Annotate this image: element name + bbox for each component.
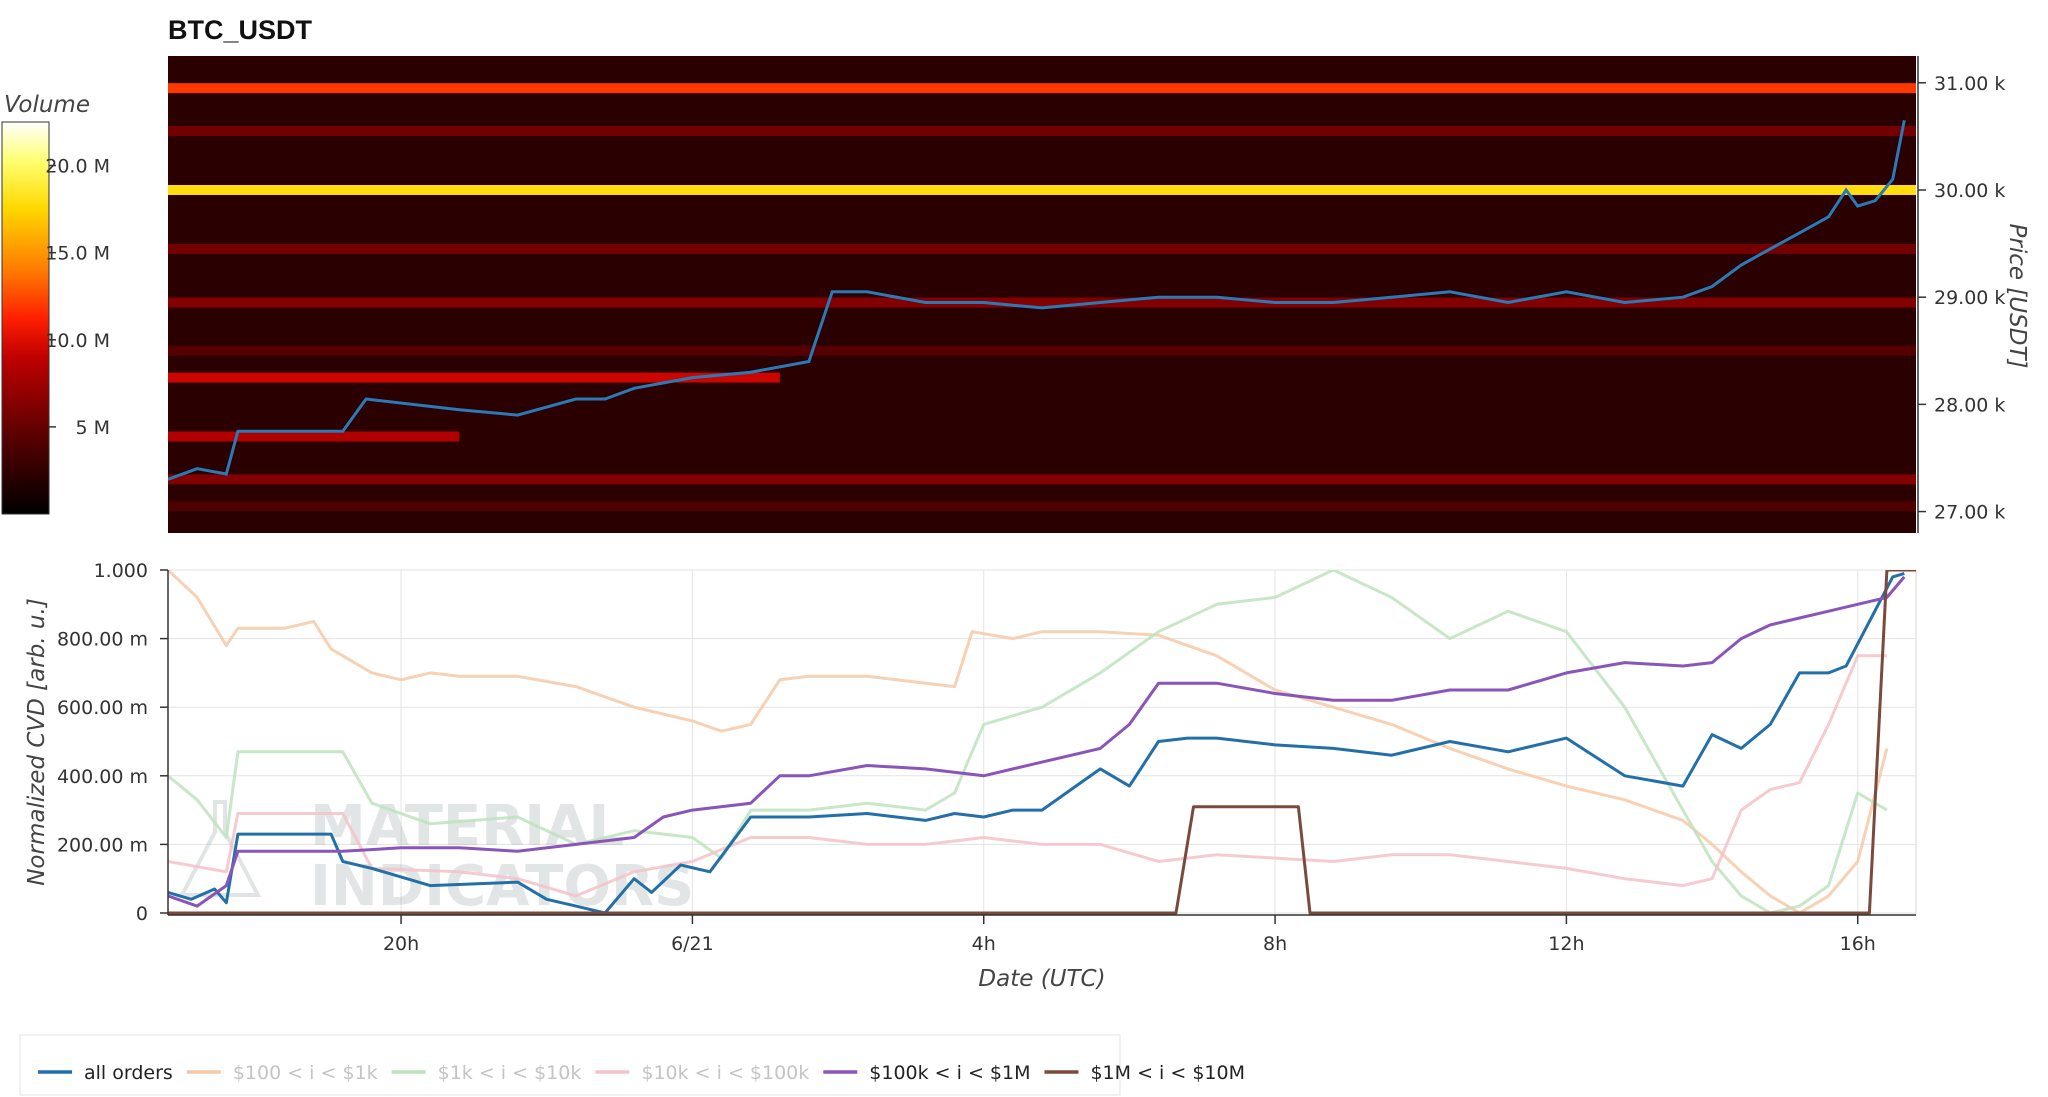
legend-items[interactable]: all orders $100 < i < $1k $1k < i < $10k $1… — [38, 1062, 1245, 1084]
legend-label[interactable]: $100k < i < $1M — [869, 1062, 1030, 1084]
y-tick-label: 600.00 m — [57, 697, 148, 719]
cvd-x-axis-label: Date (UTC) — [978, 966, 1105, 992]
legend-label[interactable]: $100 < i < $1k — [233, 1062, 378, 1084]
cvd-x-ticks: 20h 6/21 4h 8h 12h 16h — [383, 915, 1876, 955]
colorbar-title: Volume — [4, 92, 90, 118]
cvd-series — [168, 570, 1916, 915]
colorbar-tick-label: 15.0 M — [45, 243, 110, 265]
price-tick-label: 28.00 k — [1934, 394, 2005, 416]
series-line — [168, 570, 1889, 915]
heat-band — [168, 431, 460, 442]
heat-band — [168, 501, 1916, 512]
x-tick-label: 8h — [1263, 933, 1287, 955]
y-tick-label: 200.00 m — [57, 834, 148, 856]
price-tick-label: 30.00 k — [1934, 180, 2005, 202]
heat-band — [168, 243, 1916, 254]
y-tick-label: 400.00 m — [57, 766, 148, 788]
legend-label[interactable]: all orders — [84, 1062, 173, 1084]
heat-band — [168, 184, 1916, 195]
heat-band — [168, 474, 1916, 485]
cvd-y-axis-label: Normalized CVD [arb. u.] — [24, 598, 50, 886]
price-tick-label: 29.00 k — [1934, 287, 2005, 309]
heatmap-bands — [168, 83, 1916, 512]
price-line — [168, 120, 1906, 481]
heat-band — [168, 372, 780, 383]
colorbar-ticks: 5 M 10.0 M 15.0 M 20.0 M — [45, 156, 110, 439]
legend[interactable] — [19, 1034, 1121, 1096]
heatmap-title: BTC_USDT — [168, 15, 313, 45]
price-axis-ticks: 27.00 k 28.00 k 29.00 k 30.00 k 31.00 k — [1918, 73, 2005, 524]
y-tick-label: 0 — [136, 903, 148, 925]
flask-logo-icon — [178, 800, 262, 897]
legend-label[interactable]: $10k < i < $100k — [641, 1062, 809, 1084]
colorbar-tick-label: 5 M — [75, 417, 110, 439]
heat-band — [168, 297, 1916, 308]
price-axis-label: Price [USDT] — [2004, 224, 2030, 369]
legend-label[interactable]: $1k < i < $10k — [438, 1062, 582, 1084]
heat-band — [168, 126, 1916, 137]
price-tick-label: 31.00 k — [1934, 73, 2005, 95]
x-tick-label: 12h — [1548, 933, 1584, 955]
series-line — [168, 570, 1888, 915]
y-tick-label: 800.00 m — [57, 629, 148, 651]
y-tick-label: 1.000 — [94, 560, 148, 582]
x-tick-label: 20h — [383, 933, 419, 955]
watermark-line2: INDICATORS — [310, 854, 694, 919]
heat-band — [168, 345, 1916, 356]
colorbar-tick-label: 10.0 M — [45, 330, 110, 352]
colorbar-tick-label: 20.0 M — [45, 156, 110, 178]
price-tick-label: 27.00 k — [1934, 502, 2005, 524]
series-line — [168, 570, 1916, 915]
series-line — [168, 654, 1887, 898]
cvd-plot-area — [167, 569, 1917, 916]
series-line — [168, 571, 1905, 915]
cvd-y-ticks: 0 200.00 m 400.00 m 600.00 m 800.00 m 1.000 — [57, 560, 168, 925]
legend-label[interactable]: $1M < i < $10M — [1090, 1062, 1245, 1084]
x-tick-label: 6/21 — [671, 933, 714, 955]
x-tick-label: 16h — [1840, 933, 1876, 955]
colorbar — [1, 121, 50, 515]
series-line — [168, 575, 1906, 908]
x-tick-label: 4h — [972, 933, 996, 955]
heat-band — [168, 83, 1916, 94]
